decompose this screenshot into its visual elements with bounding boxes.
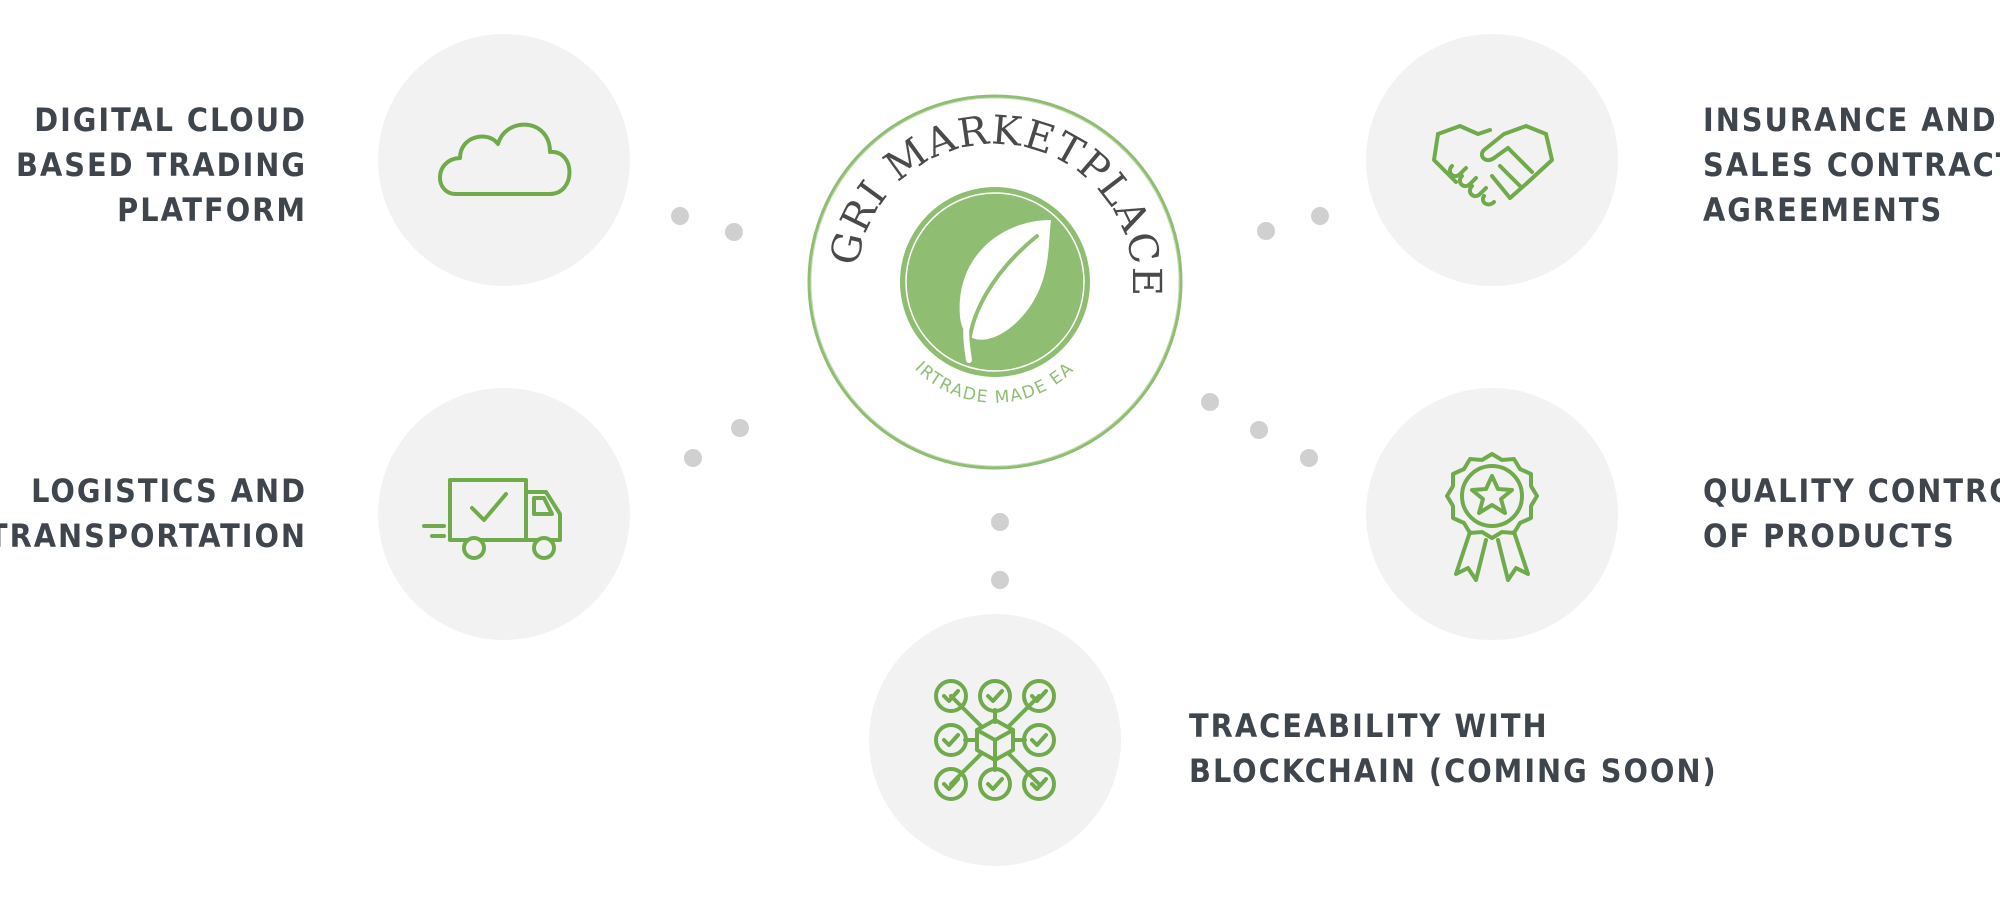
connector-dot xyxy=(991,513,1009,531)
feature-label-quality: QUALITY CONTROL OF PRODUCTS xyxy=(1703,472,2000,555)
cloud-icon xyxy=(438,122,572,196)
feature-circle-logistics xyxy=(378,388,630,640)
feature-circle-cloud xyxy=(378,34,630,286)
connector-dot xyxy=(1201,393,1219,411)
handshake-icon xyxy=(1432,124,1554,207)
feature-label-traceability: TRACEABILITY WITH BLOCKCHAIN (COMING SOO… xyxy=(1189,707,1718,790)
connector-dot xyxy=(1257,222,1275,240)
blockchain-network-icon xyxy=(934,679,1056,801)
award-badge-icon xyxy=(1445,452,1539,582)
feature-circle-quality xyxy=(1366,388,1618,640)
connector-dot xyxy=(1300,449,1318,467)
connector-dot xyxy=(1311,207,1329,225)
feature-circle-traceability xyxy=(869,614,1121,866)
feature-label-insurance: INSURANCE AND SALES CONTRACT AGREEMENTS xyxy=(1703,101,2000,229)
connector-dot xyxy=(991,571,1009,589)
feature-label-logistics: LOGISTICS AND TRANSPORTATION xyxy=(0,472,307,555)
agri-marketplace-logo: AGRI MARKETPLACE FAIRTRADE MADE EASY xyxy=(789,56,1185,472)
delivery-truck-icon xyxy=(422,478,562,560)
feature-label-cloud: DIGITAL CLOUD BASED TRADING PLATFORM xyxy=(16,101,307,229)
connector-dot xyxy=(731,419,749,437)
connector-dot xyxy=(684,449,702,467)
connector-dot xyxy=(725,223,743,241)
connector-dot xyxy=(1250,421,1268,439)
leaf-icon xyxy=(959,220,1051,363)
feature-circle-insurance xyxy=(1366,34,1618,286)
connector-dot xyxy=(671,207,689,225)
